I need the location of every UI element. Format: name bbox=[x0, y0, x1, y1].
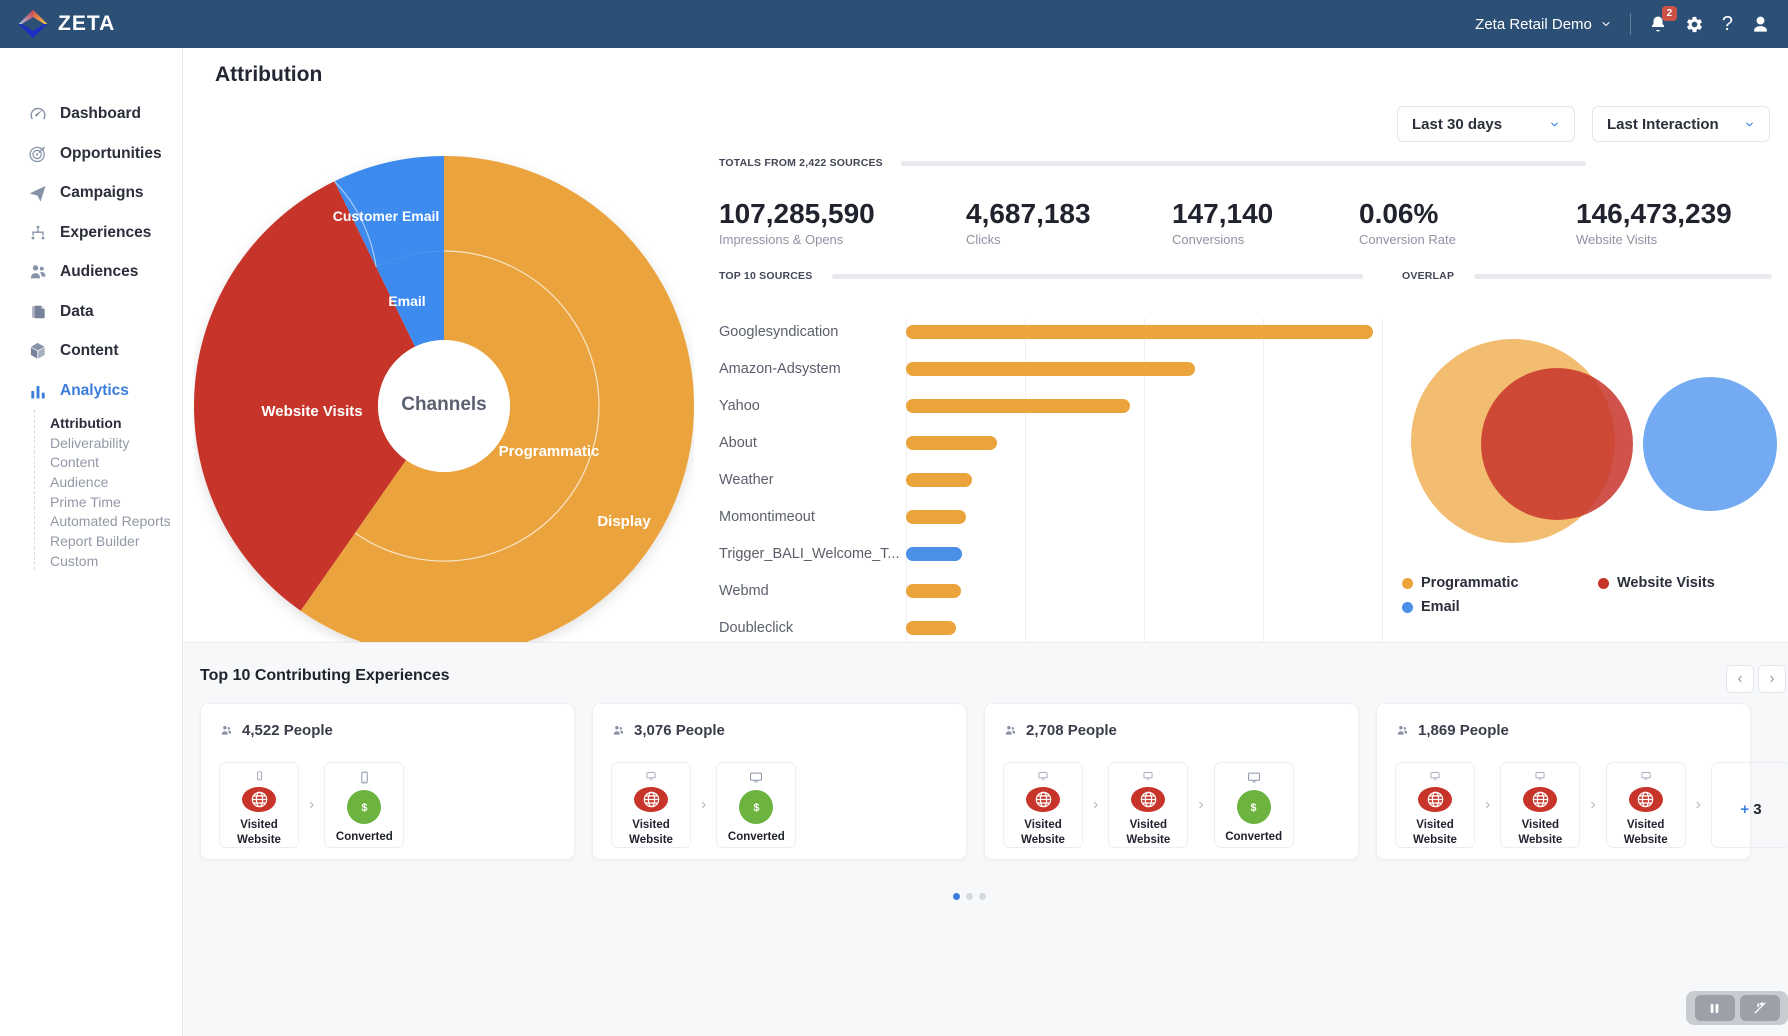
svg-text:Channels: Channels bbox=[401, 394, 487, 415]
svg-text:$: $ bbox=[753, 802, 759, 814]
svg-text:Website Visits: Website Visits bbox=[261, 403, 362, 420]
svg-text:Email: Email bbox=[388, 293, 425, 309]
svg-text:$: $ bbox=[1251, 802, 1257, 814]
svg-text:Display: Display bbox=[597, 513, 651, 530]
svg-text:$: $ bbox=[361, 802, 367, 814]
svg-text:Programmatic: Programmatic bbox=[499, 443, 600, 460]
svg-text:Customer Email: Customer Email bbox=[333, 208, 440, 224]
